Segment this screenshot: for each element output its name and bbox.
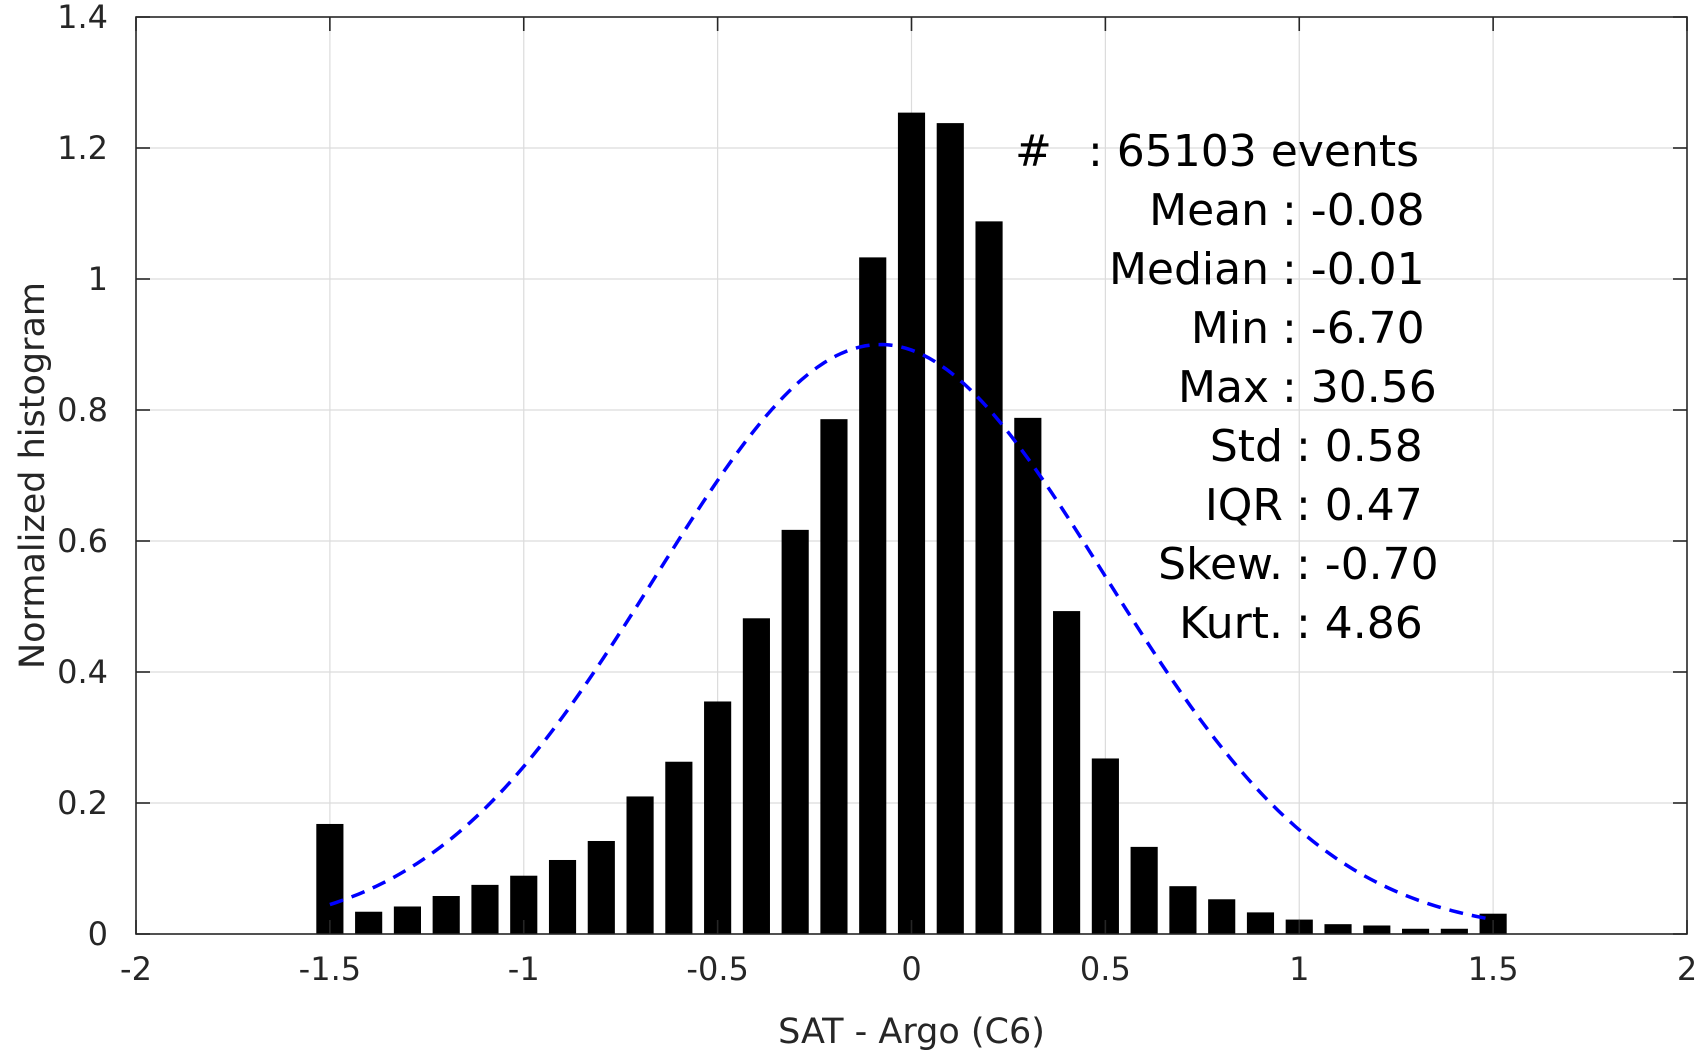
stat-label: # [1015, 126, 1052, 177]
stat-value: : 4.86 [1296, 598, 1423, 649]
histogram-bar [1130, 846, 1158, 934]
x-tick-label: -2 [120, 950, 152, 988]
stat-label: Skew. [1158, 539, 1283, 590]
y-tick-label: 0.4 [57, 653, 108, 691]
stat-value: : -0.08 [1282, 185, 1425, 236]
histogram-bar [781, 529, 809, 934]
histogram-bar [1091, 758, 1119, 934]
histogram-bar [665, 761, 693, 934]
y-tick-label: 1.4 [57, 0, 108, 36]
stat-label: Median [1109, 244, 1269, 295]
y-tick-label: 0.6 [57, 522, 108, 560]
histogram-bar [1324, 924, 1352, 934]
y-tick-label: 0.8 [57, 391, 108, 429]
histogram-bar [1246, 912, 1275, 934]
x-tick-labels: -2 -1.5 -1 -0.5 0 0.5 1 1.5 2 [120, 950, 1697, 988]
histogram-bar [548, 859, 577, 934]
y-tick-label: 0 [88, 915, 108, 953]
histogram-bar [587, 840, 615, 934]
histogram-bar [936, 123, 964, 935]
histogram-bar [1053, 611, 1081, 934]
stat-value: : -0.01 [1282, 244, 1425, 295]
stat-value: : -0.70 [1296, 539, 1439, 590]
x-tick-label: -1.5 [299, 950, 361, 988]
axis-ticks [135, 16, 1688, 935]
stat-value: : -6.70 [1282, 303, 1425, 354]
histogram-bar [471, 884, 499, 934]
histogram-bar [393, 906, 421, 934]
x-axis-label: SAT - Argo (C6) [778, 1012, 1045, 1052]
histogram-bar [316, 823, 344, 934]
histogram-bar [1363, 925, 1391, 934]
histogram-bar [859, 257, 887, 934]
histogram-bar [704, 701, 732, 934]
y-tick-label: 1.2 [57, 129, 108, 167]
stat-value: : 30.56 [1282, 362, 1437, 413]
x-tick-label: 1 [1289, 950, 1309, 988]
normal-fit-curve [329, 342, 1494, 922]
stat-label: IQR [1205, 480, 1283, 531]
histogram-bar [1014, 417, 1042, 934]
x-tick-label: 0.5 [1080, 950, 1131, 988]
x-tick-label: -1 [508, 950, 540, 988]
stat-label: Min [1191, 303, 1269, 354]
y-axis-label: Normalized histogram [13, 282, 53, 669]
y-tick-label: 1 [88, 260, 108, 298]
y-tick-label: 0.2 [57, 784, 108, 822]
x-tick-label: -0.5 [686, 950, 748, 988]
stat-value: : 0.47 [1296, 480, 1423, 531]
histogram-bar [820, 419, 848, 934]
histogram-bar [742, 618, 770, 934]
histogram-bar [626, 796, 654, 934]
x-tick-label: 0 [901, 950, 921, 988]
stat-label: Max [1178, 362, 1269, 413]
stat-label: Std [1210, 421, 1283, 472]
x-tick-label: 2 [1677, 950, 1697, 988]
histogram-bar [355, 911, 383, 934]
histogram-bar [1208, 899, 1236, 934]
histogram-bar [432, 896, 460, 934]
histogram-bar [897, 112, 926, 934]
histogram-bar [1440, 928, 1468, 934]
stat-label: Mean [1149, 185, 1269, 236]
histogram-bar [975, 221, 1003, 935]
histogram-bar [1169, 886, 1197, 934]
histogram-bars [316, 112, 1507, 935]
histogram-bar [1402, 928, 1430, 934]
stat-value: : 0.58 [1296, 421, 1423, 472]
stat-label: Kurt. [1179, 598, 1283, 649]
x-tick-label: 1.5 [1468, 950, 1519, 988]
statistics-box: # : 65103 events Mean : -0.08 Median : -0.01 M… [1015, 126, 1439, 649]
y-tick-labels: 0 0.2 0.4 0.6 0.8 1 1.2 1.4 [57, 0, 108, 953]
stat-value: : 65103 events [1088, 126, 1419, 177]
